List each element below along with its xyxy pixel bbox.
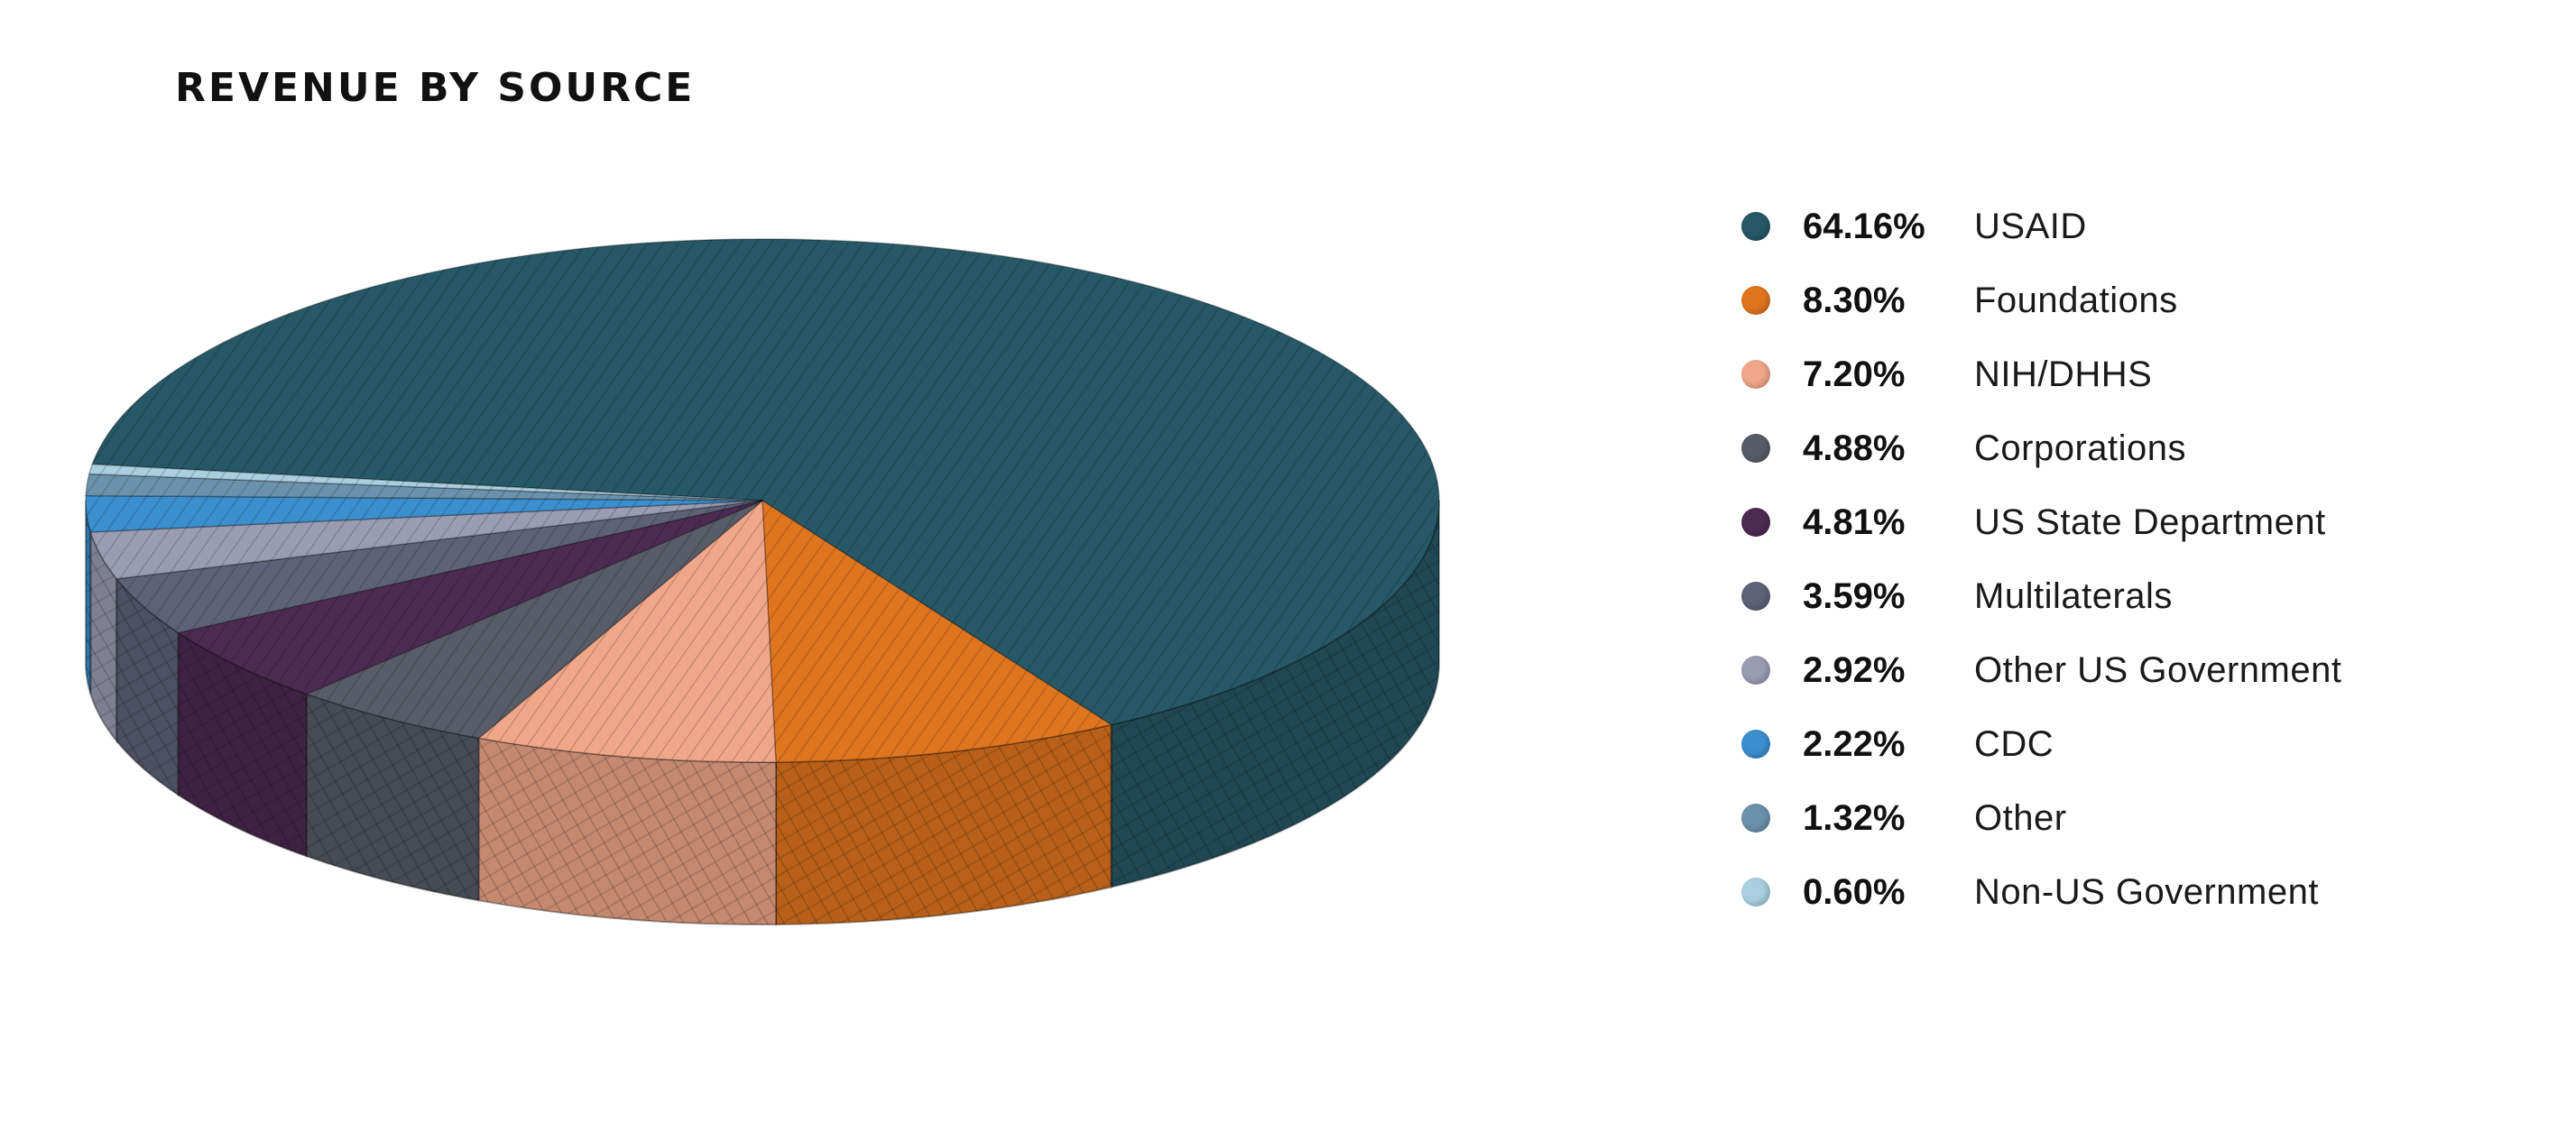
- pie-side-texture: [86, 501, 91, 695]
- pie-side-texture: [90, 531, 117, 741]
- legend-item: 4.88% Corporations: [1741, 411, 2341, 485]
- legend-item: 64.16% USAID: [1741, 189, 2341, 263]
- legend-label: NIH/DHHS: [1974, 354, 2153, 394]
- pie-side-texture: [775, 724, 1112, 925]
- pie-slice-texture: [86, 495, 762, 532]
- pie-chart: [85, 238, 1440, 925]
- legend-swatch: [1741, 878, 1770, 906]
- pie-slice-texture: [116, 501, 762, 633]
- legend-label: CDC: [1974, 723, 2054, 764]
- legend-label: Other US Government: [1974, 649, 2342, 690]
- pie-slice-texture: [478, 501, 776, 762]
- pie-slice-texture: [90, 501, 762, 579]
- legend-item: 1.32% Other: [1741, 781, 2341, 855]
- legend-label: Other: [1974, 797, 2067, 838]
- pie-slice-texture: [178, 501, 763, 695]
- chart-title: REVENUE BY SOURCE: [175, 65, 696, 111]
- pie-slice-texture: [86, 474, 763, 501]
- legend-item: 4.81% US State Department: [1741, 485, 2341, 559]
- legend-label: Multilaterals: [1974, 575, 2173, 616]
- legend-swatch: [1741, 286, 1770, 315]
- legend-value: 0.60%: [1803, 871, 1906, 912]
- legend-item: 2.22% CDC: [1741, 707, 2341, 781]
- legend-value: 3.59%: [1803, 575, 1906, 616]
- legend-value: 4.81%: [1803, 501, 1906, 542]
- legend-swatch: [1741, 508, 1770, 537]
- legend-swatch: [1741, 212, 1770, 241]
- pie-side-texture: [306, 694, 479, 901]
- legend-value: 2.92%: [1803, 649, 1906, 690]
- legend-value: 7.20%: [1803, 354, 1906, 394]
- legend-swatch: [1741, 656, 1770, 685]
- legend-value: 4.88%: [1803, 428, 1906, 468]
- legend-swatch: [1741, 434, 1770, 463]
- pie-side-texture: [478, 738, 776, 925]
- legend-value: 1.32%: [1803, 797, 1906, 838]
- legend-item: 8.30% Foundations: [1741, 263, 2341, 337]
- pie-slice-texture: [306, 501, 762, 739]
- pie-top-faces: [85, 238, 1440, 763]
- legend-item: 7.20% NIH/DHHS: [1741, 337, 2341, 411]
- chart-legend: 64.16% USAID 8.30% Foundations 7.20% NIH…: [1741, 189, 2341, 929]
- legend-item: 3.59% Multilaterals: [1741, 559, 2341, 633]
- pie-slice-texture: [92, 238, 1439, 725]
- legend-item: 2.92% Other US Government: [1741, 633, 2341, 707]
- pie-side-texture: [116, 578, 179, 796]
- pie-side-texture: [1111, 501, 1439, 888]
- legend-label: US State Department: [1974, 501, 2326, 542]
- pie-slice-texture: [88, 464, 762, 501]
- pie-side-walls: [85, 500, 1440, 925]
- legend-label: Non-US Government: [1974, 871, 2319, 912]
- pie-side-texture: [178, 632, 307, 857]
- legend-item: 0.60% Non-US Government: [1741, 855, 2341, 929]
- legend-swatch: [1741, 582, 1770, 611]
- legend-label: USAID: [1974, 206, 2087, 246]
- legend-swatch: [1741, 730, 1770, 759]
- legend-swatch: [1741, 360, 1770, 389]
- legend-value: 2.22%: [1803, 723, 1906, 764]
- legend-value: 64.16%: [1803, 206, 1925, 246]
- legend-value: 8.30%: [1803, 280, 1906, 320]
- legend-swatch: [1741, 804, 1770, 833]
- legend-label: Foundations: [1974, 280, 2178, 320]
- pie-slice-texture: [762, 501, 1112, 762]
- legend-label: Corporations: [1974, 428, 2187, 468]
